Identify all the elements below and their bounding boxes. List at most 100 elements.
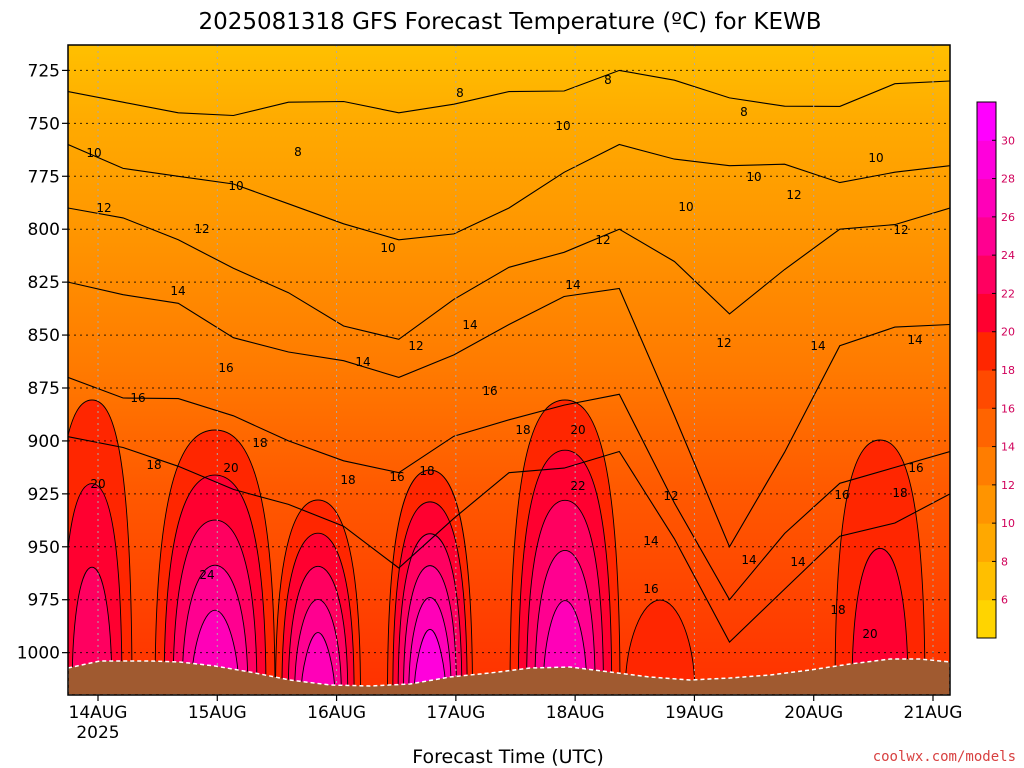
colorbar-swatch-7	[977, 331, 996, 371]
colorbar-label-22: 22	[1001, 287, 1015, 300]
colorbar-swatch-8	[977, 293, 996, 333]
x-tick-label-15AUG: 15AUG	[188, 703, 247, 723]
colorbar-label-14: 14	[1001, 441, 1015, 454]
contour-label-16: 16	[389, 470, 404, 484]
contour-label-14: 14	[170, 284, 185, 298]
contour-label-22: 22	[570, 479, 585, 493]
y-tick-label-975: 975	[28, 591, 60, 611]
colorbar-swatch-2	[977, 523, 996, 562]
colorbar-swatch-0	[977, 599, 996, 639]
y-tick-label-800: 800	[28, 220, 60, 240]
contour-labels: 8 8 8 8 10 10 10 10 10 10 10 12 12 12 12 12 12 12 12 14 14 14…	[86, 73, 923, 641]
contour-label-16: 16	[218, 361, 233, 375]
contour-label-18: 18	[515, 423, 530, 437]
contour-label-10: 10	[746, 170, 761, 184]
colorbar-swatch-3	[977, 484, 996, 524]
x-tick-label-20AUG: 20AUG	[784, 703, 843, 723]
y-tick-label-850: 850	[28, 326, 60, 346]
contour-line-16	[68, 376, 950, 601]
plot-frame	[67, 44, 951, 696]
colorbar-label-10: 10	[1001, 517, 1015, 530]
y-axis: 725 750 775 800 825 850 875 900 925 950 975 1000	[17, 61, 68, 664]
contour-label-8: 8	[740, 105, 748, 119]
contour-label-12: 12	[893, 223, 908, 237]
contour-label-16: 16	[482, 384, 497, 398]
colorbar-swatch-13	[977, 102, 996, 141]
warm-region-6-20	[851, 547, 909, 695]
contour-line-8	[68, 69, 950, 117]
contour-line-10	[68, 143, 950, 241]
x-tick-label-17AUG: 17AUG	[426, 703, 485, 723]
contour-label-14: 14	[355, 355, 370, 369]
contour-label-10: 10	[228, 179, 243, 193]
temperature-bands	[68, 399, 926, 695]
contour-line-14	[68, 281, 950, 549]
x-tick-label-19AUG: 19AUG	[665, 703, 724, 723]
contour-label-14: 14	[907, 333, 922, 347]
colorbar-swatch-12	[977, 140, 996, 180]
contour-label-16: 16	[908, 461, 923, 475]
x-tick-label-14AUG: 14AUG	[69, 703, 128, 723]
contour-label-8: 8	[294, 145, 302, 159]
y-tick-label-900: 900	[28, 432, 60, 452]
colorbar-label-16: 16	[1001, 402, 1015, 415]
colorbar-swatch-5	[977, 408, 996, 448]
watermark-text: coolwx.com/models	[873, 749, 1016, 765]
x-tick-label-18AUG: 18AUG	[546, 703, 605, 723]
colorbar-label-24: 24	[1001, 249, 1015, 262]
contour-label-18: 18	[252, 436, 267, 450]
contour-label-14: 14	[565, 278, 580, 292]
contour-label-12: 12	[716, 336, 731, 350]
colorbar-label-28: 28	[1001, 173, 1015, 186]
colorbar-label-6: 6	[1001, 594, 1008, 607]
colorbar: 6 8 10 12 14 16 18 20 22 24 26 28 30	[976, 101, 1015, 639]
contour-line-18	[68, 436, 950, 644]
y-tick-label-825: 825	[28, 273, 60, 293]
contour-label-8: 8	[456, 86, 464, 100]
warm-region-2-26	[300, 632, 336, 695]
x-tick-label-21AUG: 21AUG	[904, 703, 963, 723]
y-tick-label-750: 750	[28, 114, 60, 134]
x-axis-title: Forecast Time (UTC)	[412, 746, 603, 768]
contour-label-10: 10	[86, 146, 101, 160]
warm-region-5-18	[624, 599, 696, 695]
contour-label-10: 10	[868, 151, 883, 165]
contour-label-10: 10	[678, 200, 693, 214]
x-tick-label-16AUG: 16AUG	[307, 703, 366, 723]
contour-label-18: 18	[892, 486, 907, 500]
contour-label-12: 12	[786, 188, 801, 202]
contour-label-14: 14	[643, 534, 658, 548]
contour-label-18: 18	[830, 603, 845, 617]
colorbar-label-18: 18	[1001, 364, 1015, 377]
contour-line-12	[68, 207, 950, 340]
contour-label-20: 20	[90, 477, 105, 491]
contour-label-16: 16	[834, 488, 849, 502]
contour-label-10: 10	[380, 241, 395, 255]
contour-label-16: 16	[130, 391, 145, 405]
y-tick-label-1000: 1000	[17, 644, 60, 664]
contour-label-24: 24	[199, 568, 214, 582]
colorbar-swatch-1	[977, 561, 996, 601]
contour-label-8: 8	[604, 73, 612, 87]
colorbar-label-26: 26	[1001, 211, 1015, 224]
colorbar-label-30: 30	[1001, 134, 1015, 147]
contour-label-12: 12	[194, 222, 209, 236]
x-axis-year-label: 2025	[76, 723, 119, 743]
terrain-surface	[68, 658, 950, 695]
contour-label-12: 12	[96, 201, 111, 215]
plot-area: 8 8 8 8 10 10 10 10 10 10 10 12 12 12 12 12 12 12 12 14 14 14…	[68, 45, 950, 695]
contour-label-16: 16	[643, 582, 658, 596]
y-tick-label-925: 925	[28, 485, 60, 505]
colorbar-swatch-4	[977, 446, 996, 486]
contour-label-10: 10	[555, 119, 570, 133]
contour-label-18: 18	[419, 464, 434, 478]
contour-label-18: 18	[146, 458, 161, 472]
contour-label-20: 20	[862, 627, 877, 641]
contour-label-20: 20	[223, 461, 238, 475]
colorbar-swatch-9	[977, 255, 996, 294]
y-tick-label-725: 725	[28, 61, 60, 81]
colorbar-label-8: 8	[1001, 555, 1008, 568]
colorbar-swatch-6	[977, 370, 996, 409]
colorbar-swatch-10	[977, 216, 996, 256]
